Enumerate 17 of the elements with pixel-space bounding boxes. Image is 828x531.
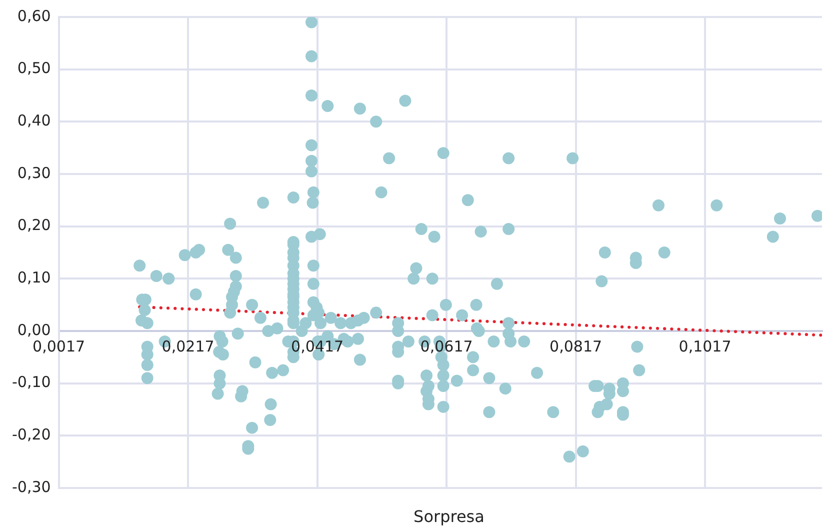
x-tick-label: 0,0417: [291, 337, 344, 356]
x-axis-title: Sorpresa: [412, 507, 486, 526]
x-tick-label: 0,0017: [32, 337, 86, 356]
y-tick-label: 0,40: [17, 112, 51, 130]
y-tick-label: -0,30: [12, 478, 51, 496]
y-tick-label: -0,20: [12, 426, 51, 444]
y-tick-label: 0,20: [17, 216, 51, 234]
y-tick-label: 0,00: [17, 320, 51, 339]
x-tick-label: 0,0217: [162, 337, 214, 356]
y-tick-label: 0,50: [17, 59, 51, 78]
x-tick-label: 0,0617: [420, 337, 473, 356]
y-tick-label: 0,60: [17, 6, 51, 25]
y-tick-label: 0,30: [17, 164, 51, 182]
y-tick-label: 0,10: [17, 268, 51, 287]
y-tick-label: -0,10: [12, 373, 51, 392]
x-tick-label: 0,1017: [678, 337, 732, 356]
x-tick-label: 0,0817: [550, 337, 602, 356]
